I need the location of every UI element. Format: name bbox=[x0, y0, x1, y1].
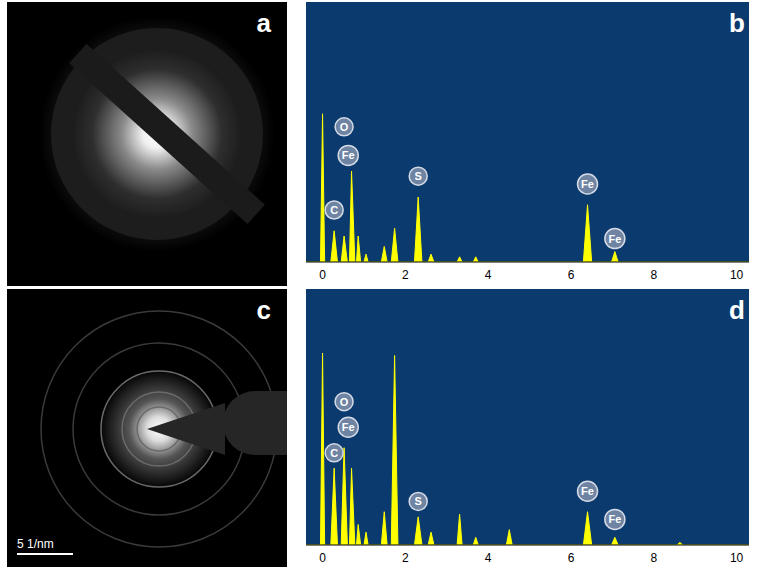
svg-text:Fe: Fe bbox=[608, 513, 621, 525]
svg-text:Fe: Fe bbox=[342, 421, 355, 433]
svg-text:Fe: Fe bbox=[342, 149, 355, 161]
svg-text:Fe: Fe bbox=[608, 233, 621, 245]
html-text:c: c bbox=[256, 295, 271, 325]
svg-text:6: 6 bbox=[568, 268, 575, 282]
svg-text:C: C bbox=[330, 204, 338, 216]
svg-text:Fe: Fe bbox=[581, 178, 594, 190]
svg-text:S: S bbox=[415, 495, 422, 507]
html-text:a: a bbox=[256, 8, 271, 38]
svg-text:8: 8 bbox=[650, 268, 657, 282]
html-text:b: b bbox=[729, 8, 745, 38]
html-text:5 1/nm: 5 1/nm bbox=[17, 537, 54, 551]
svg-text:2: 2 bbox=[402, 551, 409, 565]
svg-text:0: 0 bbox=[319, 268, 326, 282]
svg-text:2: 2 bbox=[402, 268, 409, 282]
svg-text:6: 6 bbox=[568, 551, 575, 565]
svg-text:10: 10 bbox=[730, 551, 744, 565]
svg-text:O: O bbox=[340, 121, 349, 133]
svg-text:4: 4 bbox=[485, 551, 492, 565]
svg-text:C: C bbox=[330, 447, 338, 459]
svg-text:10: 10 bbox=[730, 268, 744, 282]
svg-text:Fe: Fe bbox=[581, 485, 594, 497]
html-text:d: d bbox=[729, 295, 745, 325]
svg-text:0: 0 bbox=[319, 551, 326, 565]
svg-text:8: 8 bbox=[650, 551, 657, 565]
svg-text:S: S bbox=[415, 170, 422, 182]
svg-text:O: O bbox=[340, 396, 349, 408]
svg-text:4: 4 bbox=[485, 268, 492, 282]
